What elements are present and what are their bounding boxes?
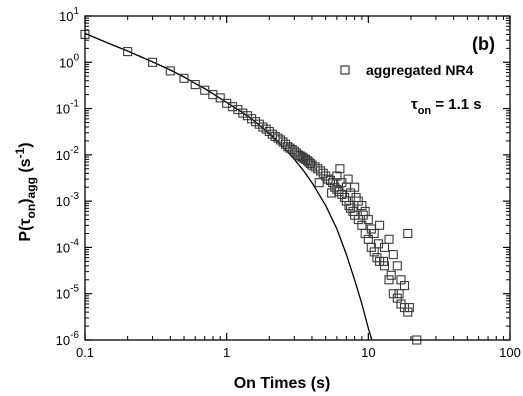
data-point bbox=[261, 124, 271, 134]
data-point bbox=[264, 126, 274, 137]
data-point bbox=[227, 102, 238, 112]
ylabel-agg-sub: agg bbox=[24, 177, 38, 198]
data-point bbox=[403, 228, 413, 239]
legend-marker-aggregated-nr4 bbox=[340, 65, 350, 75]
data-point bbox=[343, 174, 353, 184]
y-tick-label: 10-3 bbox=[56, 191, 80, 209]
panel-label: (b) bbox=[472, 34, 495, 54]
data-point bbox=[148, 57, 158, 67]
data-point bbox=[123, 47, 133, 57]
data-point bbox=[357, 201, 367, 211]
data-point bbox=[386, 270, 396, 280]
x-tick-label: 10 bbox=[361, 345, 375, 360]
ylabel-tau: τ bbox=[17, 218, 34, 225]
y-axis-title: P(τon)agg (s-1) bbox=[13, 142, 38, 241]
x-tick-label: 100 bbox=[499, 345, 521, 360]
data-point bbox=[373, 239, 384, 249]
data-point bbox=[327, 188, 337, 198]
annotation-sub: on bbox=[418, 105, 432, 117]
data-point bbox=[215, 93, 225, 103]
data-point bbox=[351, 192, 361, 203]
data-point bbox=[222, 98, 232, 108]
data-point bbox=[378, 256, 389, 266]
data-point bbox=[366, 224, 376, 234]
data-point bbox=[316, 166, 326, 176]
data-point bbox=[394, 289, 404, 299]
data-point bbox=[165, 66, 175, 76]
data-point bbox=[179, 73, 189, 83]
data-point bbox=[358, 210, 368, 220]
points-layer bbox=[80, 29, 422, 345]
data-point bbox=[305, 158, 315, 169]
ylabel-unit-sup: -1 bbox=[13, 147, 27, 158]
data-point bbox=[318, 168, 328, 178]
ylabel-unit-open: (s bbox=[17, 158, 34, 177]
x-axis-title: On Times (s) bbox=[234, 375, 331, 392]
fit-curve bbox=[84, 32, 373, 341]
y-tick-label: 101 bbox=[59, 6, 79, 24]
x-tick-label: 1 bbox=[223, 345, 230, 360]
data-point bbox=[190, 80, 200, 90]
data-point bbox=[399, 281, 410, 291]
y-tick-label: 10-2 bbox=[56, 145, 80, 163]
y-tick-label: 10-1 bbox=[56, 99, 80, 117]
data-point bbox=[278, 137, 288, 147]
data-point bbox=[404, 303, 414, 313]
y-tick-label: 10-6 bbox=[56, 330, 80, 348]
data-point bbox=[350, 182, 360, 192]
y-tick-label: 10-5 bbox=[56, 284, 80, 302]
annotation-value: = 1.1 s bbox=[431, 96, 481, 113]
ylabel-on-sub: on bbox=[24, 204, 38, 219]
ylabel-unit-close: ) bbox=[17, 142, 34, 147]
ylabel-prefix: P( bbox=[17, 225, 34, 242]
annotation-tau: τ bbox=[411, 96, 418, 113]
ylabel-close: ) bbox=[17, 198, 34, 203]
plot-frame bbox=[84, 15, 511, 341]
data-point bbox=[208, 90, 218, 100]
ticks-layer: 0.1 1 10 100 101 100 10-1 10-2 10-3 10-4 10-5 10-6 bbox=[56, 6, 521, 360]
y-tick-label: 100 bbox=[59, 52, 79, 70]
tau-on-annotation: τon = 1.1 s bbox=[411, 96, 482, 117]
x-tick-label: 0.1 bbox=[76, 345, 94, 360]
data-point bbox=[384, 234, 394, 244]
data-point bbox=[388, 250, 398, 260]
data-point bbox=[238, 108, 248, 118]
data-point bbox=[332, 171, 342, 181]
data-point bbox=[304, 157, 314, 167]
legend-label-aggregated-nr4: aggregated NR4 bbox=[366, 62, 474, 78]
y-tick-label: 10-4 bbox=[56, 237, 80, 255]
fit-layer bbox=[84, 32, 373, 341]
data-point bbox=[335, 164, 345, 174]
data-point bbox=[314, 178, 324, 188]
data-point bbox=[392, 261, 402, 271]
data-point bbox=[337, 189, 347, 199]
